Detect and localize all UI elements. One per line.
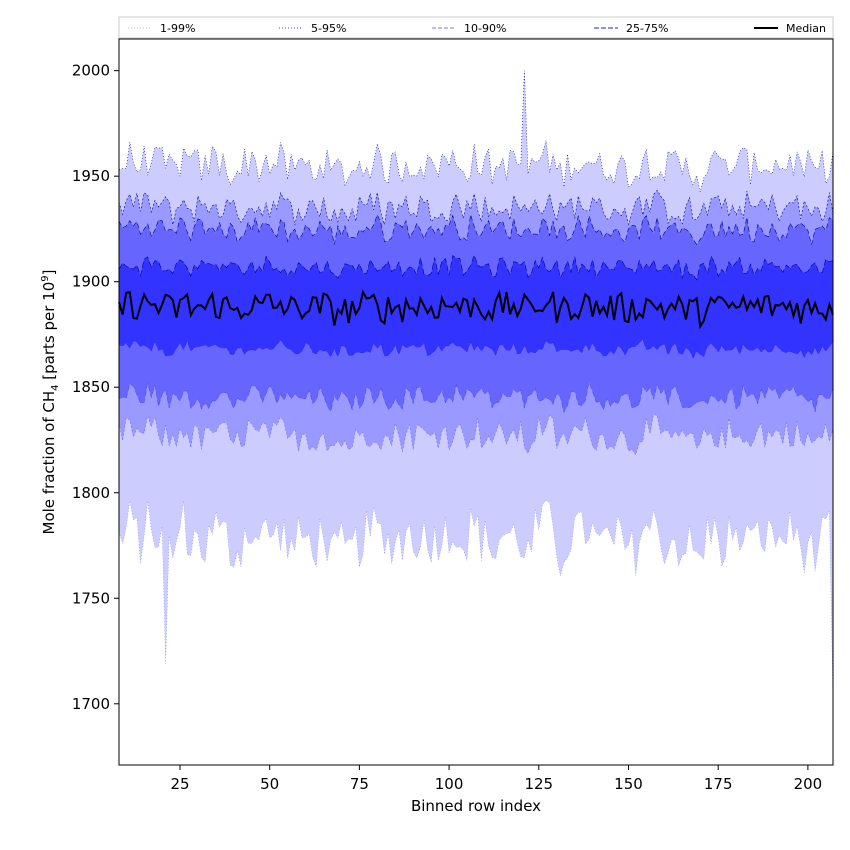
y-tick-label: 2000 xyxy=(72,62,110,80)
band-layer xyxy=(118,70,834,704)
legend-box xyxy=(118,16,834,39)
band-25-75% xyxy=(119,255,833,359)
band-upper-edge-5-95% xyxy=(118,189,834,226)
band-lower-edge-10-90% xyxy=(118,381,834,414)
median-line xyxy=(118,289,834,330)
y-axis-label: Mole fraction of CH4 [parts per 109] xyxy=(40,269,61,534)
x-axis-label: Binned row index xyxy=(411,797,541,815)
legend-label: 10-90% xyxy=(464,22,506,35)
legend-label: 1-99% xyxy=(160,22,195,35)
x-tick-label: 175 xyxy=(704,775,733,793)
y-tick-label: 1950 xyxy=(72,167,110,185)
y-axis-ticks: 1700 1750 1800 1850 1900 1950 2000 xyxy=(72,62,119,713)
y-tick-label: 1700 xyxy=(72,695,110,713)
x-tick-label: 150 xyxy=(614,775,643,793)
y-tick-label: 1750 xyxy=(72,589,110,607)
x-axis-ticks: 25 50 75 100 125 150 175 200 xyxy=(170,765,822,793)
x-tick-label: 25 xyxy=(170,775,189,793)
median-layer xyxy=(118,289,834,330)
band-upper-edge-25-75% xyxy=(118,254,834,281)
x-tick-label: 200 xyxy=(794,775,823,793)
plot-frame xyxy=(118,38,834,766)
y-tick-label: 1900 xyxy=(72,273,110,291)
legend-label: Median xyxy=(786,22,826,35)
y-tick-label: 1850 xyxy=(72,378,110,396)
y-tick-label: 1800 xyxy=(72,484,110,502)
band-upper-edge-10-90% xyxy=(118,213,834,246)
band-lower-edge-25-75% xyxy=(118,339,834,359)
legend-label: 25-75% xyxy=(626,22,668,35)
x-tick-label: 125 xyxy=(524,775,553,793)
legend-label: 5-95% xyxy=(311,22,346,35)
legend: 1-99% 5-95% 10-90% 25-75% Median xyxy=(118,16,834,39)
x-tick-label: 75 xyxy=(350,775,369,793)
x-tick-label: 50 xyxy=(260,775,279,793)
x-tick-label: 100 xyxy=(435,775,464,793)
